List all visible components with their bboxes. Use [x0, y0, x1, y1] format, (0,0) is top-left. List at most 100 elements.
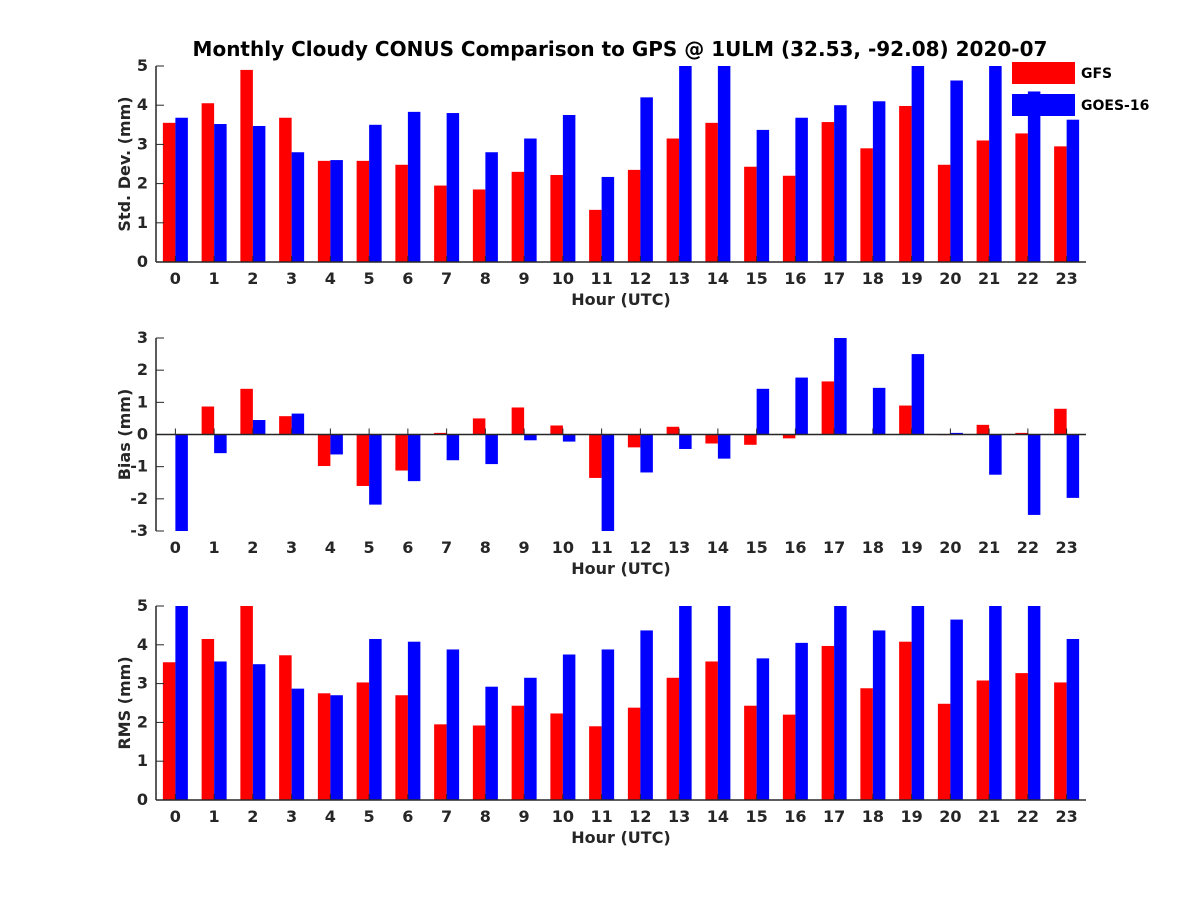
bar-bias-gfs-hour-3[interactable] — [279, 416, 292, 435]
legend-swatch-goes-16[interactable] — [1012, 94, 1075, 116]
bar-std-dev-gfs-hour-11[interactable] — [589, 209, 602, 262]
bar-bias-goes-16-hour-20[interactable] — [950, 432, 963, 435]
bar-std-dev-gfs-hour-15[interactable] — [744, 166, 757, 262]
bar-std-dev-gfs-hour-5[interactable] — [356, 160, 370, 262]
bar-bias-goes-16-hour-9[interactable] — [524, 434, 537, 441]
bar-rms-gfs-hour-6[interactable] — [395, 695, 408, 800]
bar-std-dev-gfs-hour-0[interactable] — [162, 122, 176, 262]
bar-bias-goes-16-hour-14[interactable] — [717, 434, 731, 459]
bar-std-dev-goes-16-hour-16[interactable] — [795, 117, 808, 263]
bar-std-dev-goes-16-hour-22[interactable] — [1027, 91, 1041, 262]
bar-bias-goes-16-hour-21[interactable] — [989, 434, 1002, 475]
bar-rms-goes-16-hour-9[interactable] — [524, 677, 537, 800]
bar-std-dev-gfs-hour-13[interactable] — [666, 138, 680, 262]
bar-rms-goes-16-hour-23[interactable] — [1066, 638, 1080, 800]
bar-bias-goes-16-hour-2[interactable] — [252, 420, 266, 435]
bar-std-dev-gfs-hour-21[interactable] — [976, 140, 990, 262]
bar-std-dev-gfs-hour-20[interactable] — [937, 164, 951, 262]
bar-bias-goes-16-hour-11[interactable] — [601, 434, 615, 532]
legend[interactable]: GFS GOES-16 — [1012, 62, 1149, 116]
bar-rms-gfs-hour-13[interactable] — [666, 677, 680, 800]
bar-rms-gfs-hour-18[interactable] — [860, 688, 873, 800]
bar-rms-goes-16-hour-2[interactable] — [252, 664, 266, 800]
bar-bias-gfs-hour-2[interactable] — [240, 388, 253, 435]
bar-bias-gfs-hour-15[interactable] — [744, 434, 757, 445]
bar-bias-goes-16-hour-0[interactable] — [175, 434, 188, 532]
bar-std-dev-gfs-hour-1[interactable] — [201, 103, 215, 263]
bar-std-dev-gfs-hour-8[interactable] — [472, 189, 486, 262]
bar-rms-goes-16-hour-19[interactable] — [911, 606, 925, 800]
bar-rms-gfs-hour-3[interactable] — [279, 655, 292, 800]
bar-rms-goes-16-hour-3[interactable] — [291, 688, 305, 800]
bar-std-dev-goes-16-hour-12[interactable] — [640, 97, 653, 262]
bar-bias-gfs-hour-16[interactable] — [782, 434, 796, 439]
bar-bias-goes-16-hour-5[interactable] — [369, 434, 382, 505]
bar-std-dev-goes-16-hour-1[interactable] — [214, 124, 227, 263]
bar-rms-goes-16-hour-15[interactable] — [756, 658, 770, 800]
bar-bias-goes-16-hour-22[interactable] — [1027, 434, 1041, 515]
bar-bias-goes-16-hour-15[interactable] — [756, 388, 770, 435]
bar-std-dev-gfs-hour-19[interactable] — [899, 105, 912, 262]
bar-std-dev-goes-16-hour-8[interactable] — [485, 152, 498, 262]
bar-std-dev-goes-16-hour-13[interactable] — [679, 66, 692, 262]
bar-rms-gfs-hour-1[interactable] — [201, 638, 215, 800]
bar-bias-gfs-hour-17[interactable] — [821, 381, 835, 435]
bar-std-dev-goes-16-hour-3[interactable] — [291, 152, 305, 262]
bar-rms-goes-16-hour-0[interactable] — [175, 606, 188, 800]
bar-std-dev-goes-16-hour-19[interactable] — [911, 66, 925, 262]
bar-rms-gfs-hour-19[interactable] — [899, 641, 912, 800]
bar-rms-gfs-hour-15[interactable] — [744, 705, 757, 800]
bar-rms-goes-16-hour-21[interactable] — [989, 606, 1002, 800]
bar-rms-goes-16-hour-8[interactable] — [485, 686, 498, 800]
bar-bias-gfs-hour-22[interactable] — [1015, 432, 1028, 435]
bar-rms-gfs-hour-12[interactable] — [627, 707, 641, 800]
legend-label-goes-16[interactable]: GOES-16 — [1081, 98, 1149, 114]
bar-rms-goes-16-hour-12[interactable] — [640, 630, 653, 800]
bar-std-dev-gfs-hour-14[interactable] — [705, 122, 718, 262]
bar-rms-gfs-hour-20[interactable] — [937, 703, 951, 800]
bar-rms-gfs-hour-16[interactable] — [782, 714, 796, 800]
bar-std-dev-gfs-hour-7[interactable] — [434, 185, 447, 262]
bar-rms-goes-16-hour-11[interactable] — [601, 649, 615, 800]
bar-std-dev-gfs-hour-6[interactable] — [395, 164, 408, 262]
bar-bias-gfs-hour-14[interactable] — [705, 434, 718, 444]
bar-bias-gfs-hour-1[interactable] — [201, 406, 215, 435]
bar-std-dev-goes-16-hour-2[interactable] — [252, 125, 266, 262]
bar-bias-goes-16-hour-7[interactable] — [446, 434, 460, 461]
bar-std-dev-goes-16-hour-10[interactable] — [562, 115, 576, 262]
bar-std-dev-goes-16-hour-14[interactable] — [717, 66, 731, 262]
bar-bias-goes-16-hour-12[interactable] — [640, 434, 653, 473]
bar-bias-goes-16-hour-17[interactable] — [834, 338, 847, 435]
bar-std-dev-gfs-hour-18[interactable] — [860, 148, 873, 262]
bar-rms-gfs-hour-7[interactable] — [434, 724, 447, 800]
bar-bias-gfs-hour-12[interactable] — [627, 434, 641, 448]
bar-std-dev-goes-16-hour-18[interactable] — [872, 101, 886, 262]
bar-std-dev-gfs-hour-2[interactable] — [240, 69, 253, 262]
bar-std-dev-goes-16-hour-21[interactable] — [989, 66, 1002, 262]
bar-bias-goes-16-hour-1[interactable] — [214, 434, 227, 454]
bar-bias-goes-16-hour-19[interactable] — [911, 354, 925, 435]
bar-std-dev-gfs-hour-17[interactable] — [821, 122, 835, 262]
bar-std-dev-gfs-hour-16[interactable] — [782, 175, 796, 262]
bar-bias-goes-16-hour-13[interactable] — [679, 434, 692, 449]
bar-bias-gfs-hour-13[interactable] — [666, 426, 680, 435]
bar-rms-gfs-hour-10[interactable] — [550, 713, 563, 800]
bar-bias-goes-16-hour-10[interactable] — [562, 434, 576, 442]
bar-std-dev-goes-16-hour-5[interactable] — [369, 124, 382, 262]
legend-label-gfs[interactable]: GFS — [1081, 66, 1112, 82]
bar-rms-goes-16-hour-10[interactable] — [562, 654, 576, 801]
bar-bias-gfs-hour-23[interactable] — [1054, 408, 1067, 435]
bar-rms-goes-16-hour-16[interactable] — [795, 642, 808, 800]
bar-std-dev-goes-16-hour-4[interactable] — [330, 160, 343, 262]
bar-rms-gfs-hour-0[interactable] — [162, 662, 176, 800]
bar-std-dev-goes-16-hour-6[interactable] — [407, 111, 421, 262]
bar-rms-goes-16-hour-20[interactable] — [950, 619, 963, 800]
bar-bias-gfs-hour-21[interactable] — [976, 424, 990, 435]
bar-rms-goes-16-hour-5[interactable] — [369, 638, 382, 800]
bar-bias-gfs-hour-4[interactable] — [317, 434, 331, 467]
bar-std-dev-goes-16-hour-7[interactable] — [446, 113, 460, 262]
bar-std-dev-goes-16-hour-9[interactable] — [524, 138, 537, 262]
bar-std-dev-gfs-hour-10[interactable] — [550, 174, 563, 262]
bar-rms-goes-16-hour-13[interactable] — [679, 606, 692, 800]
bar-rms-gfs-hour-23[interactable] — [1054, 682, 1067, 800]
